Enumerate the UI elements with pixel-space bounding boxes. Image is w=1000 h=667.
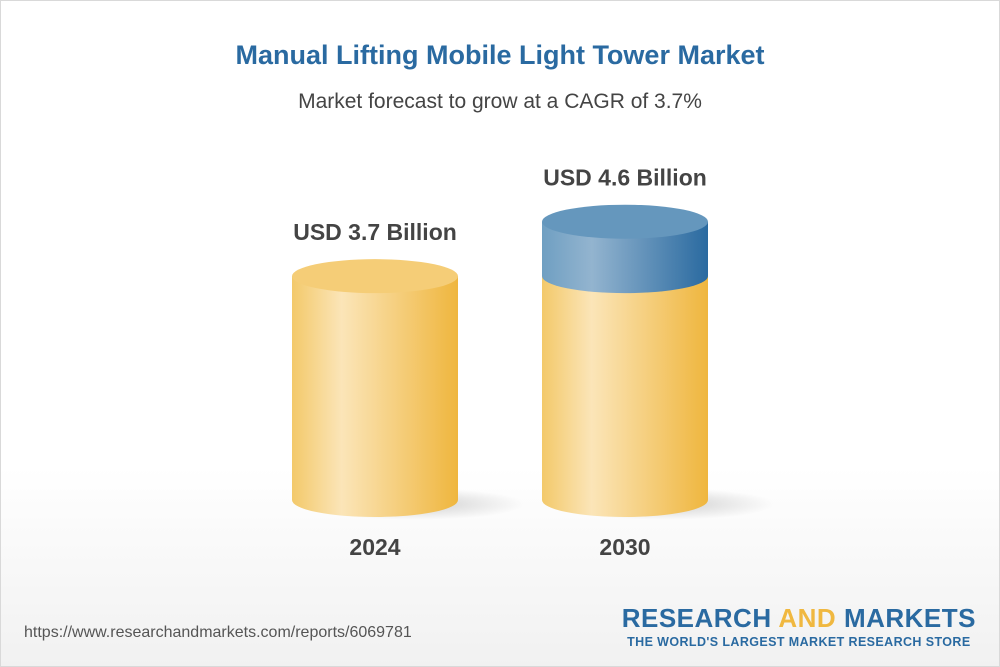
category-label: 2024 xyxy=(349,534,400,560)
cylinder-top-2030 xyxy=(542,204,708,239)
chart-subtitle: Market forecast to grow at a CAGR of 3.7… xyxy=(298,90,702,113)
cylinder-body-2030 xyxy=(542,276,708,517)
logo-tagline: THE WORLD'S LARGEST MARKET RESEARCH STOR… xyxy=(627,635,971,649)
cylinder-growth-2030 xyxy=(542,221,708,294)
chart-title: Manual Lifting Mobile Light Tower Market xyxy=(235,40,765,70)
logo: RESEARCH AND MARKETS THE WORLD'S LARGEST… xyxy=(622,603,976,649)
logo-text-and: AND xyxy=(778,603,837,633)
logo-text-2: MARKETS xyxy=(836,603,976,633)
cylinder-body-2024 xyxy=(292,276,458,517)
data-label: USD 4.6 Billion xyxy=(543,165,707,191)
category-label: 2030 xyxy=(599,534,650,560)
cylinder-top-2024 xyxy=(292,259,458,294)
logo-text-1: RESEARCH xyxy=(621,603,779,633)
source-url[interactable]: https://www.researchandmarkets.com/repor… xyxy=(24,624,412,641)
data-label: USD 3.7 Billion xyxy=(293,219,457,245)
